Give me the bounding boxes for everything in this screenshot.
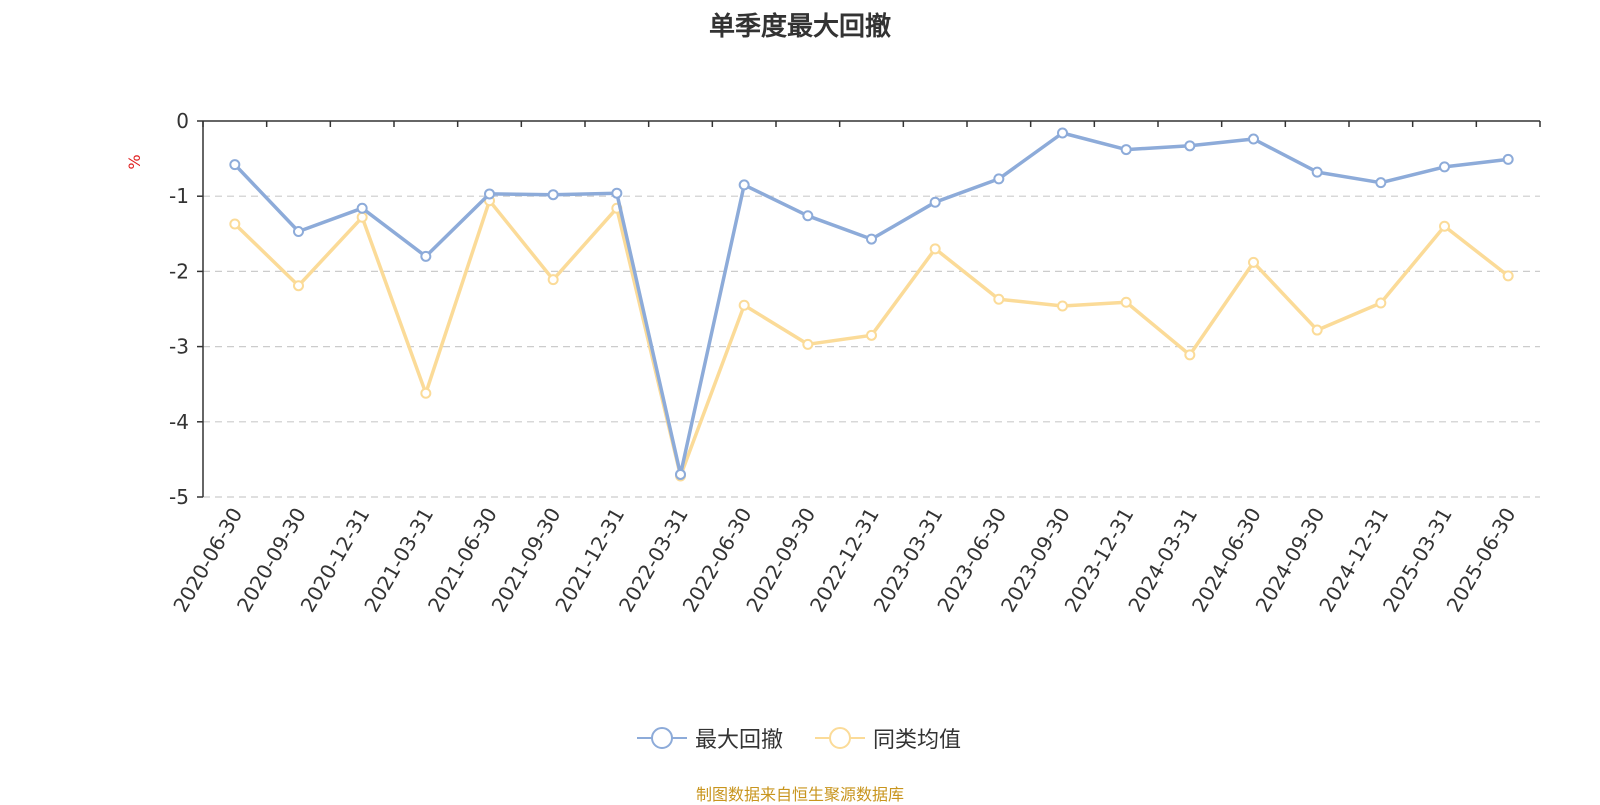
legend-label-peer-average: 同类均值 xyxy=(873,728,962,753)
legend-swatch-max-drawdown xyxy=(637,727,687,749)
axes: 0 -1 -2 -3 -4 -5 xyxy=(169,109,1541,509)
data-point-peer-average xyxy=(293,280,304,292)
data-point-max-drawdown xyxy=(929,196,941,208)
data-point-peer-average xyxy=(547,274,559,286)
grid-lines xyxy=(203,195,1540,498)
data-point-peer-average xyxy=(738,299,750,311)
legend-swatch-peer-average xyxy=(815,727,865,749)
data-point-max-drawdown xyxy=(1311,166,1323,178)
chart-title: 单季度最大回撤 xyxy=(708,12,891,42)
data-point-max-drawdown xyxy=(1057,127,1068,139)
legend-label-max-drawdown: 最大回撤 xyxy=(695,728,784,753)
source-note: 制图数据来自恒生聚源数据库 xyxy=(695,785,904,804)
data-point-max-drawdown xyxy=(802,210,814,222)
y-tick-label: 0 xyxy=(176,109,189,133)
y-tick-label: -5 xyxy=(169,485,189,509)
series-lines xyxy=(229,127,1514,482)
data-point-max-drawdown xyxy=(1120,144,1132,156)
data-point-max-drawdown xyxy=(993,173,1005,185)
data-point-peer-average xyxy=(1311,324,1323,336)
data-point-max-drawdown xyxy=(1248,133,1259,145)
data-point-max-drawdown xyxy=(1184,140,1196,152)
data-point-peer-average xyxy=(1375,297,1387,309)
data-point-max-drawdown xyxy=(1439,161,1450,173)
data-point-peer-average xyxy=(929,243,941,255)
y-axis-unit-label: % xyxy=(125,154,144,169)
data-point-max-drawdown xyxy=(293,226,304,238)
data-point-max-drawdown xyxy=(611,187,623,199)
data-point-max-drawdown xyxy=(356,202,368,214)
data-point-peer-average xyxy=(993,293,1005,305)
data-point-max-drawdown xyxy=(1502,153,1514,165)
data-point-peer-average xyxy=(229,218,241,230)
legend-item-max-drawdown[interactable]: 最大回撤 xyxy=(637,724,784,753)
data-point-peer-average xyxy=(802,338,814,350)
x-tick-labels: 2020-06-302020-09-302020-12-312021-03-31… xyxy=(168,503,1520,616)
data-point-peer-average xyxy=(866,329,877,341)
data-point-peer-average xyxy=(1120,296,1132,308)
legend-item-peer-average[interactable]: 同类均值 xyxy=(815,724,962,753)
y-tick-label: -4 xyxy=(169,410,189,434)
data-point-max-drawdown xyxy=(675,468,686,480)
data-point-max-drawdown xyxy=(738,179,750,191)
y-tick-label: -3 xyxy=(169,335,189,359)
data-point-peer-average xyxy=(1502,270,1514,282)
data-point-max-drawdown xyxy=(484,188,495,200)
data-point-max-drawdown xyxy=(547,189,559,201)
data-point-peer-average xyxy=(1057,300,1068,312)
data-point-peer-average xyxy=(1184,349,1196,361)
data-point-max-drawdown xyxy=(420,250,432,262)
data-point-peer-average xyxy=(1439,220,1450,232)
series-line-max-drawdown xyxy=(233,131,1509,477)
data-point-max-drawdown xyxy=(866,233,877,245)
y-tick-label: -1 xyxy=(169,184,189,208)
data-point-max-drawdown xyxy=(1375,177,1387,189)
data-point-peer-average xyxy=(356,211,368,223)
y-tick-label: -2 xyxy=(169,259,189,283)
data-point-max-drawdown xyxy=(229,159,241,171)
data-point-peer-average xyxy=(420,387,432,399)
data-point-peer-average xyxy=(1248,256,1259,268)
